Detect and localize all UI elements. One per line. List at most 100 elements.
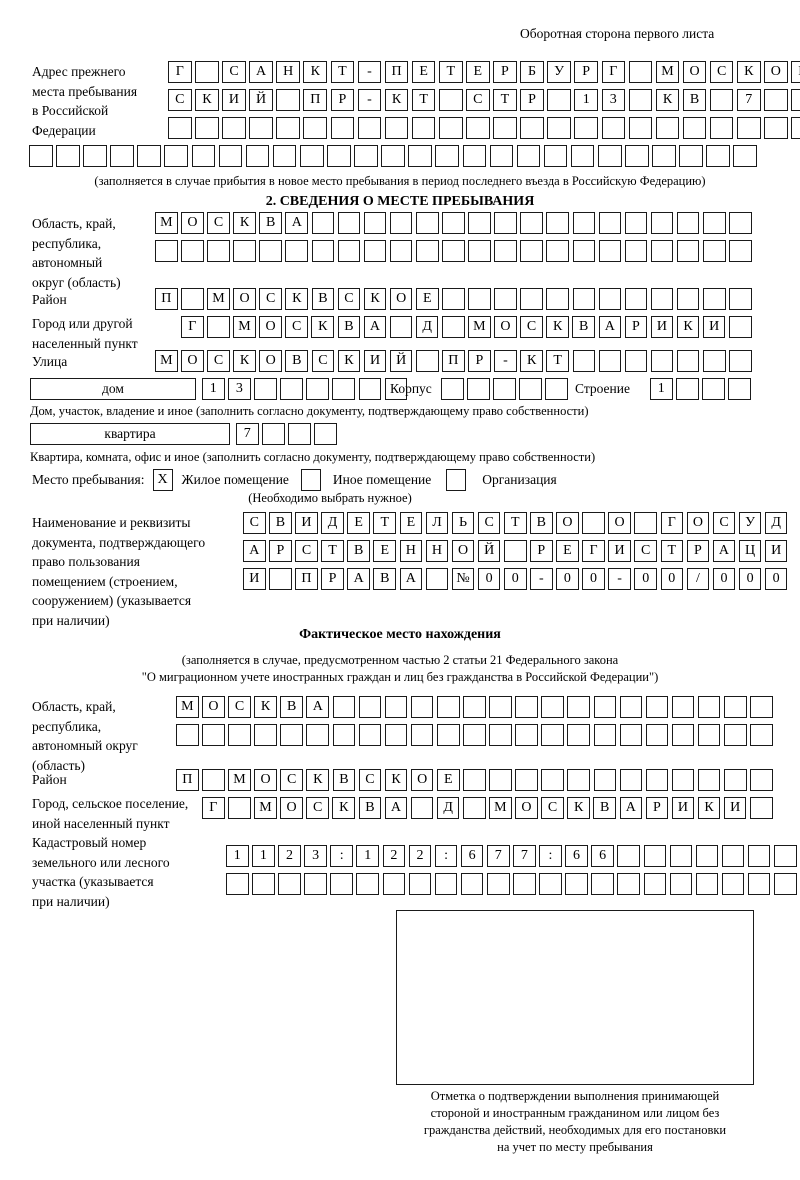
form-cell[interactable] <box>750 724 773 746</box>
form-cell[interactable]: 2 <box>382 845 406 867</box>
form-cell[interactable]: К <box>233 212 256 234</box>
form-cell[interactable]: В <box>358 797 382 819</box>
form-cell[interactable] <box>729 350 752 372</box>
cadastral-row[interactable] <box>226 873 800 895</box>
form-cell[interactable] <box>494 288 517 310</box>
form-cell[interactable]: К <box>384 769 408 791</box>
form-cell[interactable]: 3 <box>304 845 327 867</box>
form-cell[interactable] <box>702 350 726 372</box>
form-cell[interactable]: С <box>280 769 303 791</box>
form-cell[interactable] <box>181 240 204 262</box>
form-cell[interactable]: Б <box>520 61 544 83</box>
form-cell[interactable]: - <box>608 568 631 590</box>
form-cell[interactable] <box>671 769 695 791</box>
form-cell[interactable] <box>750 769 773 791</box>
form-cell[interactable]: Е <box>415 288 439 310</box>
form-cell[interactable]: К <box>337 350 361 372</box>
form-cell[interactable] <box>706 145 730 167</box>
form-cell[interactable]: К <box>736 61 761 83</box>
form-cell[interactable] <box>164 145 189 167</box>
form-cell[interactable] <box>749 797 773 819</box>
form-cell[interactable] <box>330 117 355 139</box>
form-cell[interactable] <box>327 145 351 167</box>
form-cell[interactable]: И <box>723 797 747 819</box>
form-cell[interactable] <box>697 696 721 718</box>
form-cell[interactable] <box>408 873 432 895</box>
document-row[interactable]: И П Р А В А № 0 0-0 0-0 0/0 0 0 <box>243 568 788 590</box>
form-cell[interactable]: О <box>494 316 517 338</box>
form-cell[interactable]: П <box>155 288 178 310</box>
form-cell[interactable]: Ц <box>738 540 762 562</box>
form-cell[interactable] <box>515 724 538 746</box>
form-cell[interactable] <box>628 117 653 139</box>
form-cell[interactable]: № <box>451 568 475 590</box>
form-cell[interactable]: К <box>567 797 590 819</box>
form-cell[interactable] <box>546 288 569 310</box>
form-cell[interactable]: : <box>330 845 353 867</box>
form-cell[interactable]: Р <box>574 61 598 83</box>
form-cell[interactable] <box>493 378 516 400</box>
form-cell[interactable] <box>410 797 434 819</box>
form-cell[interactable] <box>598 212 622 234</box>
form-cell[interactable] <box>791 89 800 111</box>
form-cell[interactable]: Г <box>582 540 605 562</box>
form-cell[interactable] <box>299 145 324 167</box>
form-cell[interactable]: С <box>541 797 564 819</box>
form-cell[interactable] <box>222 117 246 139</box>
form-cell[interactable] <box>436 724 460 746</box>
form-cell[interactable]: С <box>520 316 543 338</box>
form-cell[interactable] <box>384 378 408 400</box>
form-cell[interactable] <box>598 240 622 262</box>
form-cell[interactable] <box>697 724 721 746</box>
confirmation-stamp-box[interactable] <box>396 910 754 1085</box>
form-cell[interactable] <box>438 117 463 139</box>
form-cell[interactable]: А <box>619 797 643 819</box>
form-cell[interactable] <box>645 696 669 718</box>
form-cell[interactable]: В <box>530 512 553 534</box>
form-cell[interactable] <box>619 724 643 746</box>
form-cell[interactable] <box>228 797 251 819</box>
form-cell[interactable] <box>546 212 569 234</box>
form-cell[interactable]: Г <box>660 512 684 534</box>
form-cell[interactable]: Т <box>373 512 397 534</box>
form-cell[interactable] <box>306 378 329 400</box>
form-cell[interactable] <box>332 724 356 746</box>
form-cell[interactable]: Г <box>181 316 204 338</box>
form-cell[interactable]: : <box>434 845 458 867</box>
form-cell[interactable] <box>410 724 434 746</box>
form-cell[interactable] <box>728 316 752 338</box>
form-cell[interactable] <box>723 696 747 718</box>
form-cell[interactable]: А <box>347 568 370 590</box>
form-cell[interactable] <box>723 724 747 746</box>
form-cell[interactable] <box>617 873 640 895</box>
form-cell[interactable] <box>513 873 536 895</box>
form-cell[interactable] <box>628 61 653 83</box>
actual-region-row[interactable] <box>176 724 773 746</box>
form-cell[interactable]: Т <box>411 89 436 111</box>
form-cell[interactable] <box>463 724 486 746</box>
form-cell[interactable]: Ь <box>451 512 475 534</box>
form-cell[interactable] <box>466 117 490 139</box>
form-cell[interactable]: Т <box>503 512 527 534</box>
form-cell[interactable] <box>245 145 270 167</box>
form-cell[interactable] <box>709 89 734 111</box>
form-cell[interactable] <box>389 240 413 262</box>
section2-region-row[interactable] <box>155 240 752 262</box>
form-cell[interactable] <box>441 316 465 338</box>
form-cell[interactable]: Е <box>347 512 370 534</box>
form-cell[interactable] <box>462 145 487 167</box>
form-cell[interactable]: Д <box>415 316 439 338</box>
form-cell[interactable]: Е <box>466 61 490 83</box>
form-cell[interactable] <box>591 873 614 895</box>
form-cell[interactable] <box>218 145 243 167</box>
form-cell[interactable] <box>750 696 773 718</box>
form-cell[interactable]: 0 <box>712 568 736 590</box>
form-cell[interactable] <box>676 240 700 262</box>
form-cell[interactable] <box>276 89 300 111</box>
form-cell[interactable] <box>337 240 361 262</box>
form-cell[interactable] <box>634 512 657 534</box>
form-cell[interactable]: 2 <box>278 845 301 867</box>
